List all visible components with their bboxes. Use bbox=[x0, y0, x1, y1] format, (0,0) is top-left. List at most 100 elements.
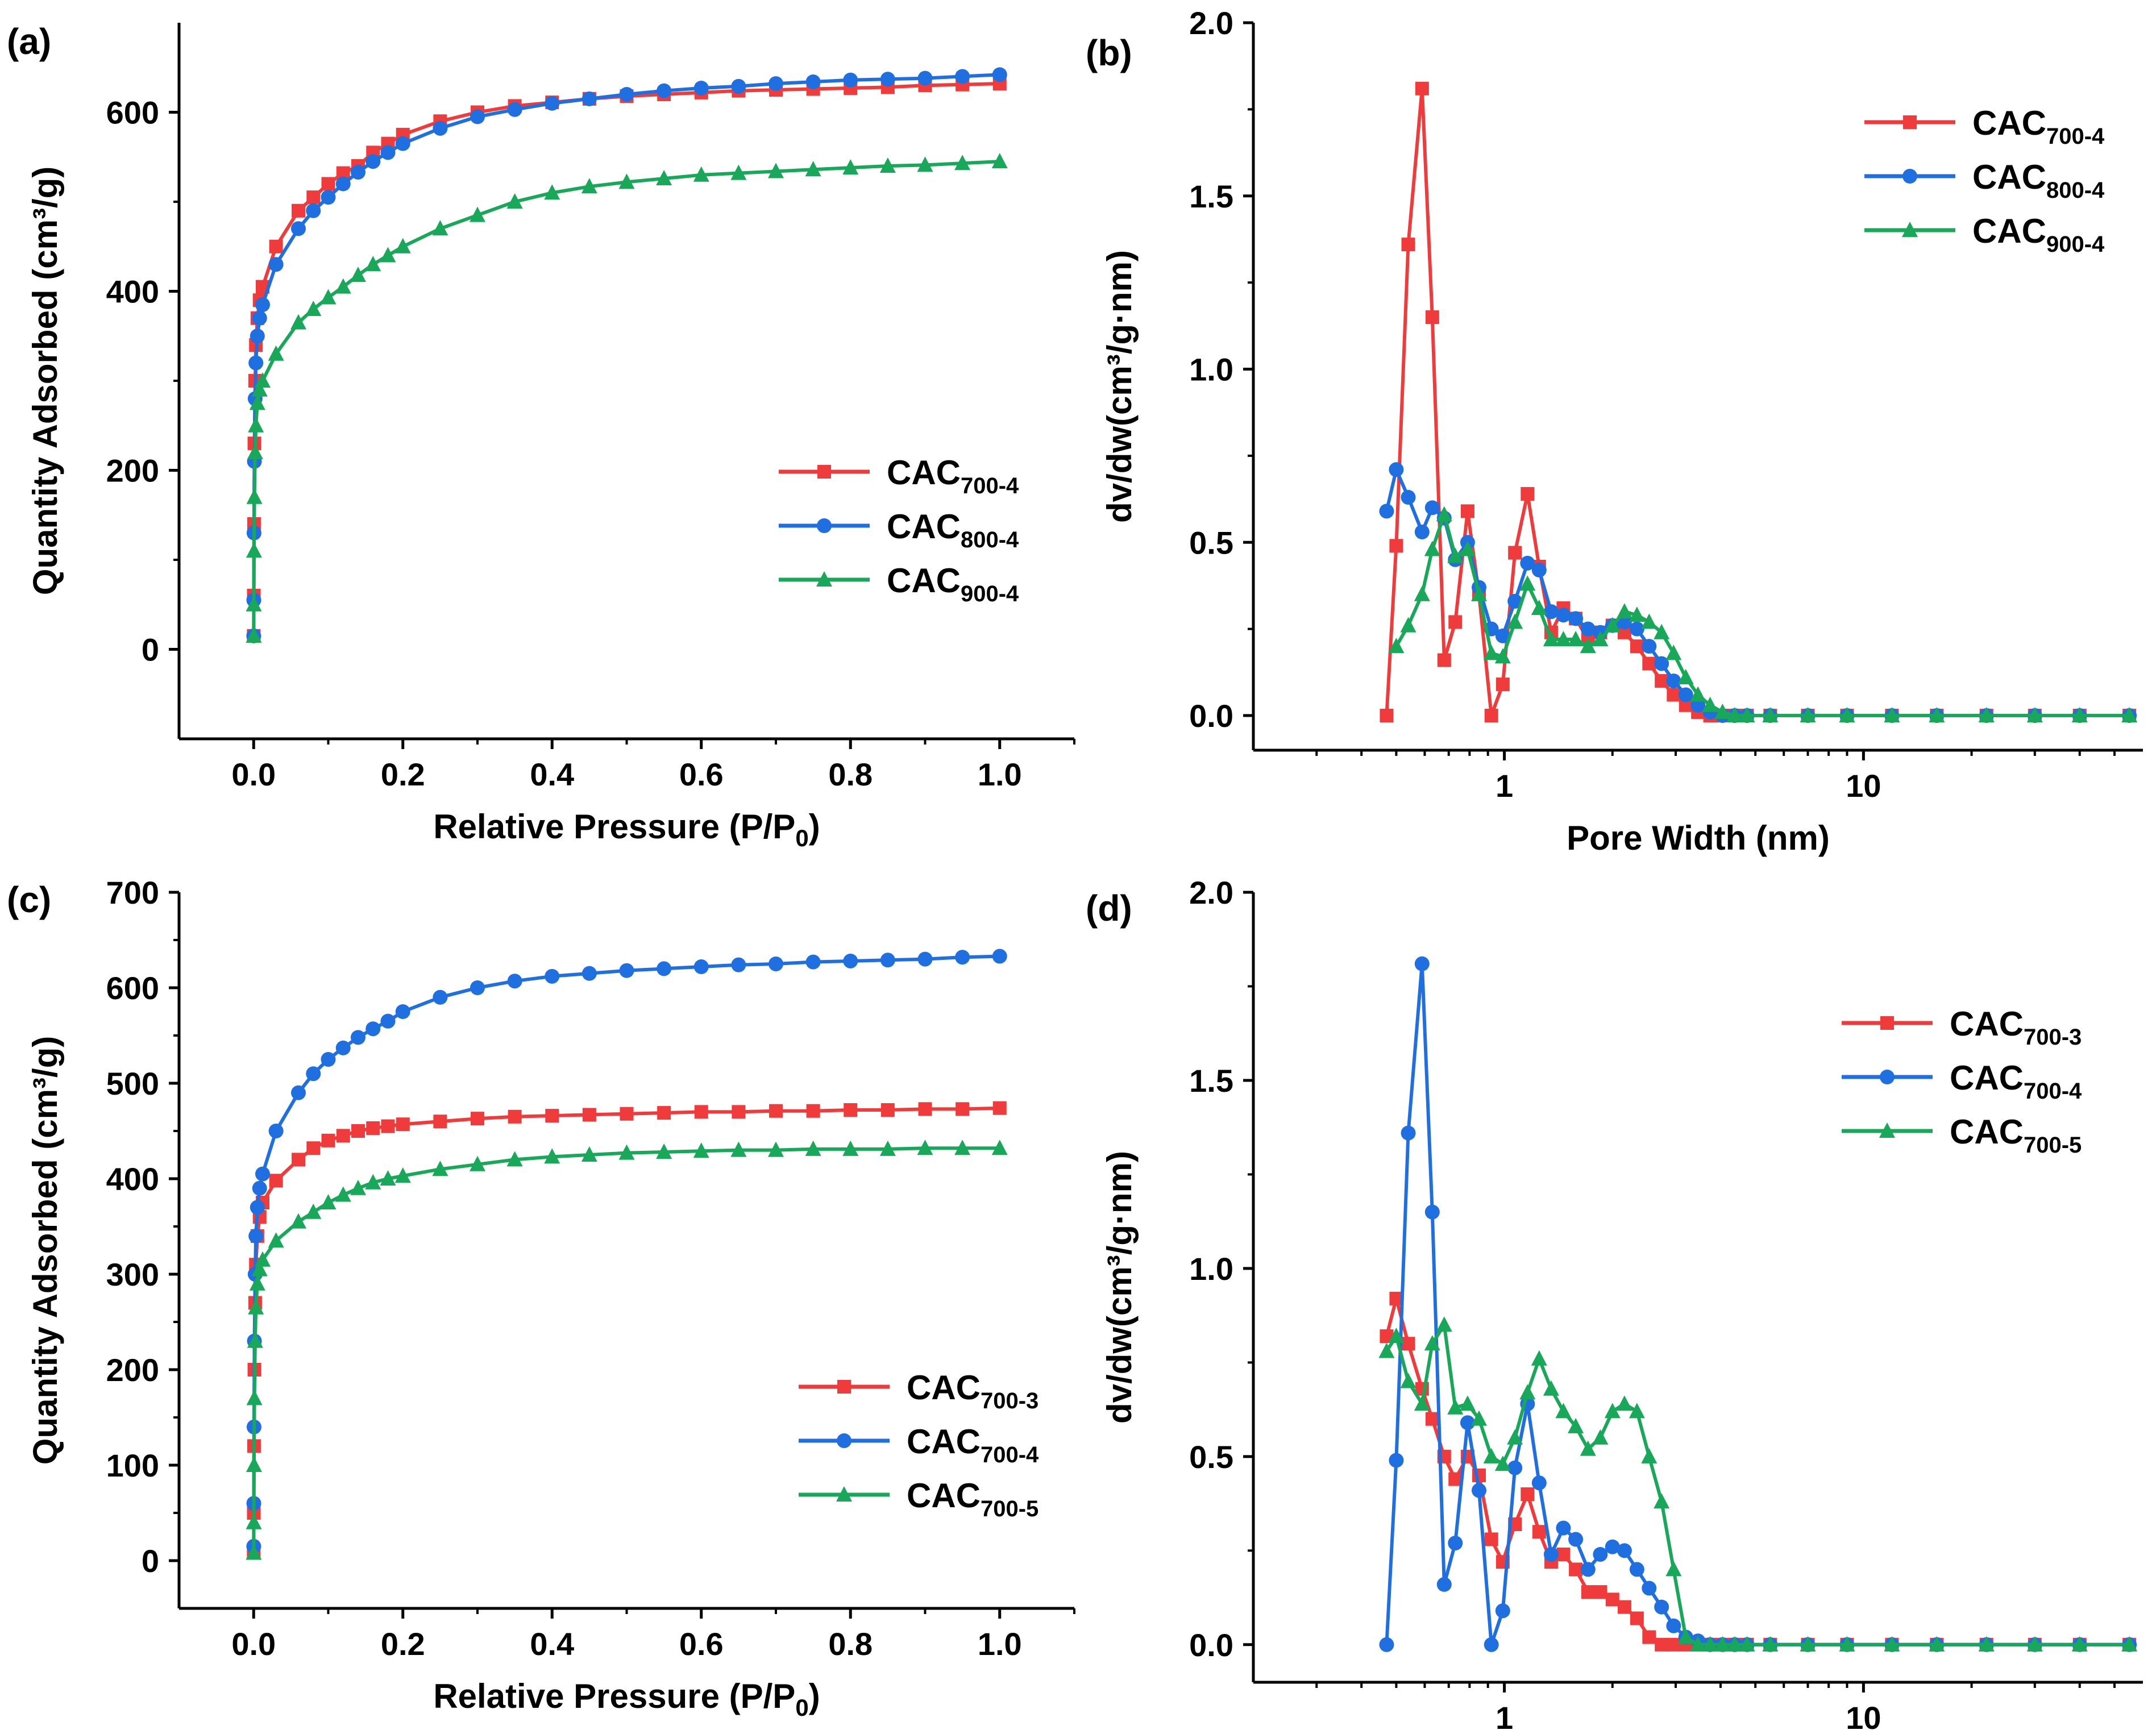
data-point bbox=[1437, 653, 1451, 667]
data-point bbox=[1739, 1636, 1755, 1652]
legend-marker bbox=[1903, 115, 1917, 129]
data-point bbox=[292, 203, 305, 218]
data-point bbox=[1655, 674, 1669, 688]
data-point bbox=[1654, 1493, 1670, 1509]
data-point bbox=[1494, 1455, 1511, 1471]
data-point bbox=[251, 1261, 268, 1276]
legend-label: CAC700-5 bbox=[907, 1477, 1038, 1521]
data-point bbox=[581, 1146, 597, 1162]
y-tick-label: 1.5 bbox=[1189, 1063, 1233, 1099]
data-point bbox=[917, 951, 933, 967]
data-point bbox=[320, 289, 337, 305]
data-point bbox=[1424, 500, 1440, 515]
data-point bbox=[1379, 504, 1394, 519]
legend-marker bbox=[1902, 222, 1918, 237]
data-point bbox=[433, 989, 448, 1005]
data-point bbox=[1555, 630, 1572, 646]
data-point bbox=[1654, 656, 1669, 671]
data-point bbox=[1401, 1337, 1415, 1351]
data-point bbox=[842, 1140, 859, 1156]
panel-label: (b) bbox=[1086, 32, 1132, 73]
data-point bbox=[1690, 1636, 1706, 1652]
data-point bbox=[955, 69, 970, 84]
data-point bbox=[268, 1232, 284, 1248]
data-point bbox=[351, 1030, 365, 1045]
data-point bbox=[1436, 1316, 1452, 1332]
panel-c: (c) 0 100 200 300 400 500 600 700 0.0 0.2 0.4 0.6 0.8… bbox=[7, 875, 1075, 1721]
data-point bbox=[246, 488, 263, 504]
data-point bbox=[1678, 687, 1693, 702]
data-point bbox=[1414, 956, 1430, 971]
data-point bbox=[1459, 1395, 1476, 1411]
data-point bbox=[506, 1151, 523, 1167]
x-tick-label: 0.0 bbox=[231, 756, 276, 792]
data-point bbox=[1507, 593, 1523, 609]
data-point bbox=[1568, 611, 1584, 626]
data-point bbox=[470, 109, 485, 124]
legend-entry: CAC700-3 bbox=[799, 1369, 1038, 1413]
panel-label: (c) bbox=[7, 879, 51, 920]
data-point bbox=[380, 247, 396, 263]
data-point bbox=[544, 184, 560, 200]
data-point bbox=[730, 164, 747, 180]
data-point bbox=[581, 91, 597, 106]
data-point bbox=[842, 159, 859, 175]
data-point bbox=[1543, 1546, 1559, 1562]
legend-label: CAC700-3 bbox=[907, 1369, 1038, 1413]
data-point bbox=[1507, 613, 1523, 629]
data-point bbox=[1436, 1577, 1452, 1592]
data-point bbox=[730, 1141, 747, 1157]
data-point bbox=[1425, 1412, 1439, 1426]
data-point bbox=[250, 328, 265, 344]
data-point bbox=[880, 953, 895, 968]
data-point bbox=[1739, 707, 1755, 723]
data-point bbox=[305, 1203, 322, 1219]
legend-marker bbox=[817, 518, 832, 533]
data-point bbox=[1380, 709, 1394, 723]
data-point bbox=[1654, 623, 1670, 639]
data-point bbox=[956, 1102, 970, 1116]
data-point bbox=[1568, 630, 1584, 646]
data-point bbox=[1543, 604, 1559, 619]
data-point bbox=[1604, 617, 1621, 633]
data-point bbox=[250, 1200, 265, 1215]
data-point bbox=[1519, 1384, 1536, 1400]
data-point bbox=[248, 1299, 264, 1315]
data-point bbox=[1448, 1536, 1463, 1551]
data-point bbox=[1616, 1395, 1632, 1411]
x-tick-label: 10 bbox=[1846, 1700, 1881, 1730]
data-point bbox=[880, 72, 895, 87]
data-point bbox=[350, 1179, 366, 1195]
x-tick-label: 1.0 bbox=[978, 1626, 1022, 1662]
data-point bbox=[470, 980, 485, 995]
data-point bbox=[395, 1004, 410, 1019]
data-point bbox=[1569, 1562, 1583, 1577]
legend-marker bbox=[836, 1486, 852, 1502]
series-line bbox=[252, 73, 1000, 636]
data-point bbox=[1414, 1395, 1430, 1411]
data-point bbox=[248, 355, 264, 371]
data-point bbox=[1388, 1328, 1405, 1344]
data-point bbox=[1726, 707, 1743, 723]
data-point bbox=[248, 417, 264, 432]
data-point bbox=[1543, 630, 1559, 646]
x-tick-label: 0.2 bbox=[381, 756, 425, 792]
data-point bbox=[2071, 707, 2088, 723]
data-point bbox=[917, 70, 933, 86]
data-point bbox=[252, 1180, 267, 1196]
data-point bbox=[1471, 1410, 1488, 1426]
data-point bbox=[1581, 1585, 1595, 1599]
data-point bbox=[471, 1112, 484, 1126]
data-point bbox=[657, 1106, 671, 1120]
data-point bbox=[843, 72, 858, 88]
data-point bbox=[1496, 677, 1510, 692]
data-point bbox=[350, 267, 366, 282]
data-point bbox=[1400, 617, 1416, 633]
data-point bbox=[1629, 621, 1644, 637]
data-point bbox=[693, 1142, 709, 1158]
data-point bbox=[1424, 1204, 1440, 1220]
data-point bbox=[1521, 1487, 1535, 1502]
data-point bbox=[246, 1457, 262, 1472]
y-axis-label: dv/dw(cm³/g·nm) bbox=[1100, 250, 1139, 523]
